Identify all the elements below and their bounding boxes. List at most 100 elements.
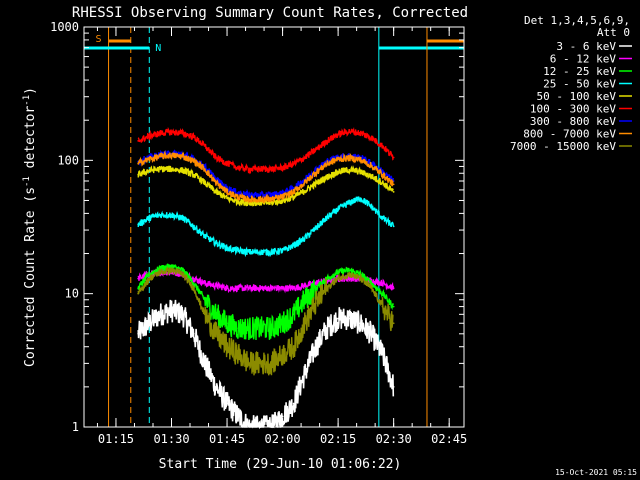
data-point [159,168,162,170]
series-7 [137,150,395,204]
data-point [314,148,317,151]
data-point [159,155,162,158]
data-point [181,132,184,135]
series-line [137,150,394,204]
data-point [259,198,262,201]
data-point [203,298,206,301]
data-point [381,173,384,176]
data-point [148,273,151,276]
data-point [392,225,395,228]
data-point [137,139,140,142]
legend-label: 25 - 50 keV [543,78,616,91]
data-point [192,332,195,335]
data-point [137,223,140,226]
x-tick-label: 01:15 [98,432,134,446]
legend-label: 6 - 12 keV [550,53,617,66]
data-point [359,158,362,161]
data-point [237,415,240,418]
data-point [248,194,251,196]
data-point [370,287,373,290]
data-point [292,187,295,189]
data-point [203,235,206,238]
data-point [170,168,173,170]
data-point [192,282,195,285]
data-point [226,247,228,249]
data-point [226,287,228,290]
data-point [270,194,273,196]
y-tick-label: 1000 [50,20,79,34]
x-tick-label: 02:15 [320,432,356,446]
data-point [215,190,217,193]
data-point [381,145,384,147]
data-point [337,170,340,173]
data-point [314,182,317,185]
data-point [215,313,217,316]
data-point [314,302,317,304]
legend-header-2: Att 0 [597,26,630,39]
data-point [259,327,262,330]
data-point [215,181,217,184]
footer-timestamp: 15-Oct-2021 05:15 [555,468,637,477]
data-point [381,305,384,308]
data-point [248,327,251,330]
data-point [292,196,295,198]
data-point [170,309,173,312]
data-point [314,171,317,174]
data-point [392,322,395,325]
x-tick-label: 02:30 [376,432,412,446]
data-point [181,269,184,272]
data-point [203,181,206,184]
x-tick-label: 01:30 [153,432,189,446]
data-point [281,166,284,169]
data-point [192,287,195,290]
data-point [192,225,195,228]
data-point [159,132,162,135]
y-axis-label: Corrected Count Rate (s-1 detector-1) [22,87,38,367]
data-point [159,271,162,274]
data-point [148,169,151,172]
data-point [348,168,351,171]
data-point [337,158,340,161]
data-point [159,267,162,270]
data-point [137,332,140,335]
data-point [303,189,306,192]
data-point [203,165,206,168]
data-point [337,271,340,274]
y-tick-label: 100 [57,153,79,167]
data-point [314,168,317,171]
data-point [337,208,340,211]
marker-label: N [155,43,161,54]
data-point [359,197,362,200]
data-point [159,213,162,216]
data-point [303,284,306,287]
series-3 [137,196,395,258]
legend-label: 300 - 800 keV [530,115,616,128]
data-point [326,176,328,178]
data-point [226,322,228,325]
series-8 [137,265,395,376]
data-point [248,362,251,365]
data-point [192,135,195,138]
data-point [226,345,228,348]
data-point [314,227,317,230]
series-line [137,265,394,376]
data-point [170,154,173,157]
data-point [237,327,240,330]
data-point [292,244,295,247]
data-point [215,332,217,335]
data-point [226,162,228,165]
data-point [392,305,395,308]
data-point [237,196,240,198]
data-point [281,199,284,202]
plot-layer: SN [83,27,465,430]
x-axis: 01:15 01:30 01:45 02:00 02:15 02:30 02:45 [96,27,467,446]
data-point [215,242,217,244]
data-point [392,190,395,193]
marker-1: N [83,27,161,427]
y-tick-label: 10 [65,287,79,301]
data-point [348,277,351,280]
data-point [226,402,228,405]
data-point [181,273,184,276]
data-point [148,322,151,325]
data-point [215,385,217,388]
